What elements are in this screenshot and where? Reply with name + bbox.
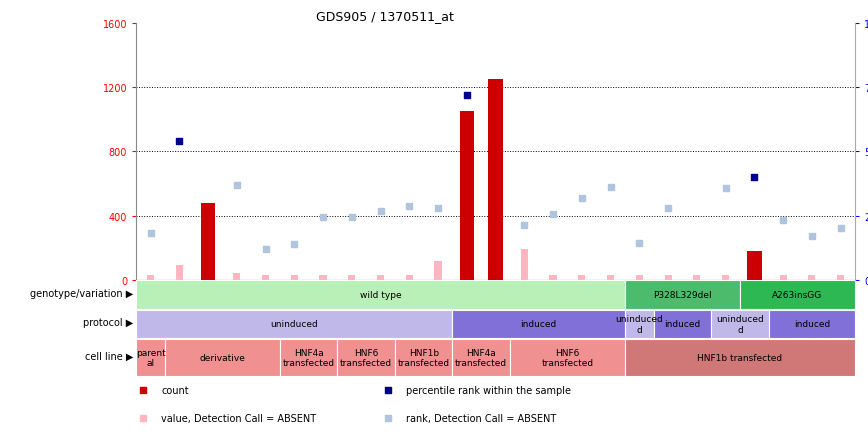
Text: count: count — [161, 385, 189, 395]
Text: cell line ▶: cell line ▶ — [85, 351, 134, 361]
Point — [373, 208, 387, 215]
Point — [259, 246, 273, 253]
Bar — [769, 310, 855, 338]
Text: uninduced: uninduced — [271, 319, 319, 329]
Bar — [665, 275, 672, 280]
Bar — [510, 339, 625, 376]
Text: A263insGG: A263insGG — [773, 290, 823, 299]
Bar — [136, 310, 452, 338]
Text: HNF6
transfected: HNF6 transfected — [542, 348, 594, 368]
Bar — [147, 275, 155, 280]
Point — [230, 182, 244, 189]
Point — [833, 225, 847, 232]
Bar — [460, 112, 474, 280]
Bar — [348, 275, 355, 280]
Point — [460, 92, 474, 99]
Point — [143, 230, 157, 237]
Bar — [464, 275, 470, 280]
Bar — [837, 275, 845, 280]
Bar — [722, 275, 729, 280]
Text: percentile rank within the sample: percentile rank within the sample — [405, 385, 571, 395]
Point — [173, 138, 187, 145]
Point — [517, 222, 531, 229]
Text: wild type: wild type — [359, 290, 401, 299]
Text: HNF1b transfected: HNF1b transfected — [697, 353, 783, 362]
Text: genotype/variation ▶: genotype/variation ▶ — [30, 288, 134, 298]
Bar — [808, 275, 815, 280]
Text: rank, Detection Call = ABSENT: rank, Detection Call = ABSENT — [405, 414, 556, 424]
Bar — [607, 275, 615, 280]
Text: uninduced
d: uninduced d — [716, 314, 764, 334]
Text: uninduced
d: uninduced d — [615, 314, 663, 334]
Text: HNF6
transfected: HNF6 transfected — [340, 348, 392, 368]
Bar — [205, 259, 212, 280]
Point — [719, 185, 733, 192]
Point — [403, 203, 417, 210]
Bar — [165, 339, 280, 376]
Bar — [233, 274, 240, 280]
Point — [345, 214, 358, 221]
Bar — [377, 275, 385, 280]
Bar — [779, 275, 786, 280]
Text: HNF4a
transfected: HNF4a transfected — [455, 348, 507, 368]
Bar — [654, 310, 711, 338]
Bar — [452, 339, 510, 376]
Point — [603, 184, 617, 191]
Bar — [740, 281, 855, 309]
Bar — [521, 250, 528, 280]
Text: protocol ▶: protocol ▶ — [83, 318, 134, 328]
Point — [381, 415, 395, 422]
Bar — [578, 275, 585, 280]
Point — [747, 174, 761, 181]
Point — [431, 204, 445, 211]
Point — [136, 386, 150, 393]
Bar — [625, 339, 855, 376]
Text: HNF4a
transfected: HNF4a transfected — [283, 348, 335, 368]
Bar — [319, 275, 326, 280]
Bar — [280, 339, 338, 376]
Text: value, Detection Call = ABSENT: value, Detection Call = ABSENT — [161, 414, 317, 424]
Bar — [201, 203, 215, 280]
Bar — [489, 80, 503, 280]
Text: parent
al: parent al — [135, 348, 166, 368]
Bar — [338, 339, 395, 376]
Bar — [395, 339, 452, 376]
Bar — [262, 275, 269, 280]
Bar — [549, 275, 556, 280]
Bar — [405, 275, 413, 280]
Point — [661, 204, 675, 211]
Point — [776, 217, 790, 224]
Bar — [492, 275, 499, 280]
Bar — [751, 264, 758, 280]
Bar — [136, 339, 165, 376]
Text: induced: induced — [521, 319, 557, 329]
Text: GDS905 / 1370511_at: GDS905 / 1370511_at — [316, 10, 454, 23]
Bar — [175, 266, 183, 280]
Point — [546, 211, 560, 218]
Bar — [625, 310, 654, 338]
Bar — [625, 281, 740, 309]
Text: derivative: derivative — [200, 353, 246, 362]
Point — [136, 415, 150, 422]
Bar — [711, 310, 769, 338]
Text: induced: induced — [793, 319, 830, 329]
Text: P328L329del: P328L329del — [653, 290, 712, 299]
Bar — [291, 275, 298, 280]
Bar — [435, 261, 442, 280]
Point — [316, 214, 330, 221]
Point — [633, 240, 647, 247]
Point — [287, 241, 301, 248]
Bar — [635, 275, 643, 280]
Bar — [747, 251, 761, 280]
Bar — [694, 275, 700, 280]
Point — [805, 233, 819, 240]
Text: induced: induced — [664, 319, 700, 329]
Point — [575, 195, 589, 202]
Bar — [452, 310, 625, 338]
Bar — [136, 281, 625, 309]
Text: HNF1b
transfected: HNF1b transfected — [398, 348, 450, 368]
Point — [381, 386, 395, 393]
